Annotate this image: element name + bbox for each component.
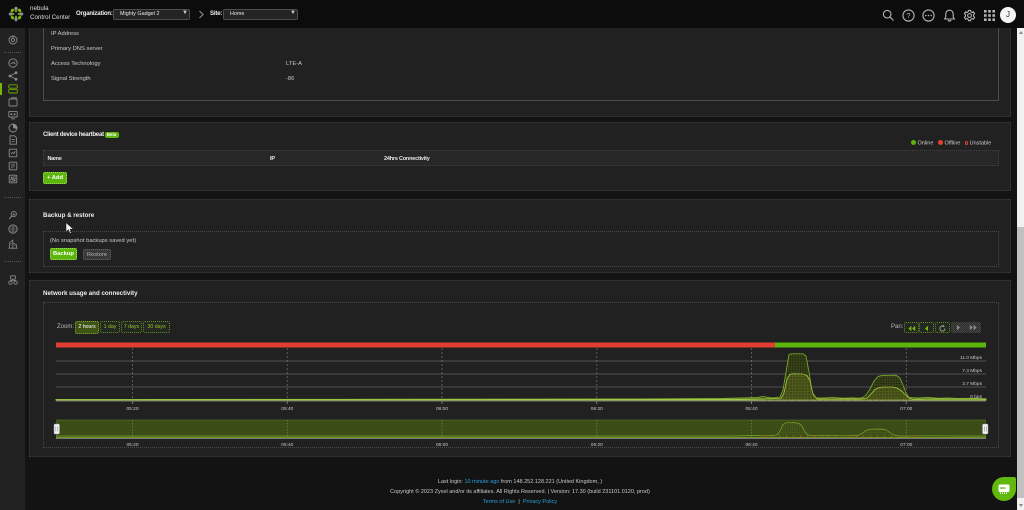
svg-text:07:00: 07:00	[900, 406, 912, 412]
svg-text:0 bps: 0 bps	[970, 394, 982, 400]
svg-text:11.0 Mbps: 11.0 Mbps	[960, 355, 983, 361]
svg-text:7.3 Mbps: 7.3 Mbps	[962, 368, 982, 374]
svg-text:?: ?	[906, 11, 910, 20]
svg-text:05:20: 05:20	[126, 406, 138, 412]
svg-text:05:20: 05:20	[126, 442, 138, 446]
svg-text:06:00: 06:00	[436, 406, 448, 412]
svg-text:06:40: 06:40	[745, 442, 757, 446]
svg-text:06:20: 06:20	[591, 442, 603, 446]
svg-text:3.7 Mbps: 3.7 Mbps	[962, 381, 982, 387]
svg-text:05:40: 05:40	[281, 442, 293, 446]
svg-text:06:00: 06:00	[436, 442, 448, 446]
svg-text:07:00: 07:00	[900, 442, 912, 446]
svg-text:06:20: 06:20	[591, 406, 603, 412]
svg-text:05:40: 05:40	[281, 406, 293, 412]
svg-text:06:40: 06:40	[745, 406, 757, 412]
